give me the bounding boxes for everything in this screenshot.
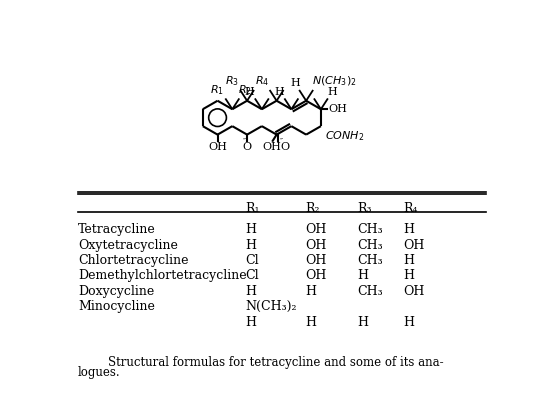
Text: H: H [305, 316, 316, 329]
Text: H: H [244, 87, 254, 97]
Text: H: H [357, 270, 368, 282]
Text: $R_1$: $R_1$ [210, 83, 224, 97]
Text: OH: OH [404, 238, 425, 252]
Text: Oxytetracycline: Oxytetracycline [78, 238, 178, 252]
Text: $R_3$: $R_3$ [226, 74, 239, 89]
Text: OH: OH [305, 238, 327, 252]
Text: $R_2$: $R_2$ [238, 83, 251, 97]
Text: R₃: R₃ [357, 202, 372, 215]
Text: Tetracycline: Tetracycline [78, 223, 156, 236]
Text: H: H [357, 316, 368, 329]
Text: $CONH_2$: $CONH_2$ [325, 129, 364, 143]
Text: OH: OH [404, 285, 425, 298]
Text: H: H [274, 87, 284, 97]
Text: H: H [245, 316, 256, 329]
Text: OH: OH [262, 142, 282, 152]
Text: CH₃: CH₃ [357, 285, 383, 298]
Text: H: H [404, 223, 415, 236]
Text: $N(CH_3)_2$: $N(CH_3)_2$ [312, 75, 357, 89]
Text: Doxycycline: Doxycycline [78, 285, 155, 298]
Text: CH₃: CH₃ [357, 223, 383, 236]
Text: OH: OH [329, 104, 348, 114]
Text: R₁: R₁ [245, 202, 260, 215]
Text: O: O [280, 142, 290, 152]
Text: H: H [328, 87, 338, 97]
Text: Chlortetracycline: Chlortetracycline [78, 254, 189, 267]
Text: H: H [404, 316, 415, 329]
Text: ″: ″ [243, 136, 245, 144]
Text: H: H [245, 223, 256, 236]
Text: H: H [404, 270, 415, 282]
Text: Cl: Cl [245, 270, 259, 282]
Text: H: H [245, 238, 256, 252]
Text: $R_4$: $R_4$ [255, 74, 269, 89]
Text: N(CH₃)₂: N(CH₃)₂ [245, 300, 297, 313]
Text: OH: OH [305, 223, 327, 236]
Text: CH₃: CH₃ [357, 238, 383, 252]
Text: Demethylchlortetracycline: Demethylchlortetracycline [78, 270, 246, 282]
Text: Minocycline: Minocycline [78, 300, 155, 313]
Text: H: H [404, 254, 415, 267]
Text: ″: ″ [280, 136, 283, 144]
Text: R₄: R₄ [404, 202, 418, 215]
Text: Structural formulas for tetracycline and some of its ana-: Structural formulas for tetracycline and… [78, 357, 444, 369]
Text: H: H [305, 285, 316, 298]
Text: CH₃: CH₃ [357, 254, 383, 267]
Text: OH: OH [305, 270, 327, 282]
Text: O: O [243, 142, 252, 152]
Text: H: H [290, 79, 300, 89]
Text: R₂: R₂ [305, 202, 320, 215]
Text: OH: OH [208, 142, 227, 152]
Text: H: H [245, 285, 256, 298]
Text: logues.: logues. [78, 366, 120, 379]
Text: OH: OH [305, 254, 327, 267]
Text: Cl: Cl [245, 254, 259, 267]
